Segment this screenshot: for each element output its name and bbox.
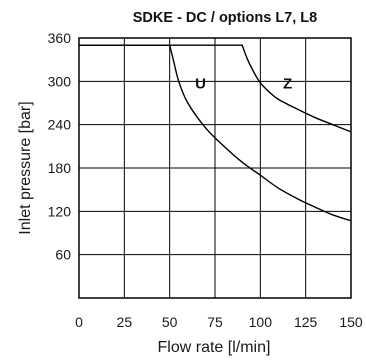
x-tick-label: 0 [75, 314, 83, 330]
plot-frame [78, 37, 352, 299]
y-tick-label: 360 [48, 30, 72, 46]
tick-layer: 0 25 50 75 100 125 150 60 120 180 240 300 360 [48, 30, 363, 330]
y-tick-label: 300 [48, 73, 72, 89]
y-tick-label: 120 [48, 203, 72, 219]
x-tick-label: 50 [162, 314, 178, 330]
x-tick-label: 150 [339, 314, 363, 330]
chart-title: SDKE - DC / options L7, L8 [133, 10, 317, 26]
grid-layer [79, 38, 351, 298]
x-tick-label: 125 [294, 314, 318, 330]
x-tick-label: 100 [249, 314, 273, 330]
series-layer [79, 44, 352, 222]
y-axis-label: Inlet pressure [bar] [17, 101, 34, 234]
series-line-z [79, 44, 352, 133]
curve-label-u: U [195, 76, 206, 93]
y-tick-label: 240 [48, 117, 72, 133]
y-tick-label: 180 [48, 160, 72, 176]
y-tick-label: 60 [55, 247, 71, 263]
series-line-u [79, 44, 352, 222]
x-tick-label: 75 [207, 314, 223, 330]
x-axis-label: Flow rate [l/min] [158, 339, 271, 356]
curve-label-z: Z [283, 76, 292, 93]
x-tick-label: 25 [117, 314, 133, 330]
